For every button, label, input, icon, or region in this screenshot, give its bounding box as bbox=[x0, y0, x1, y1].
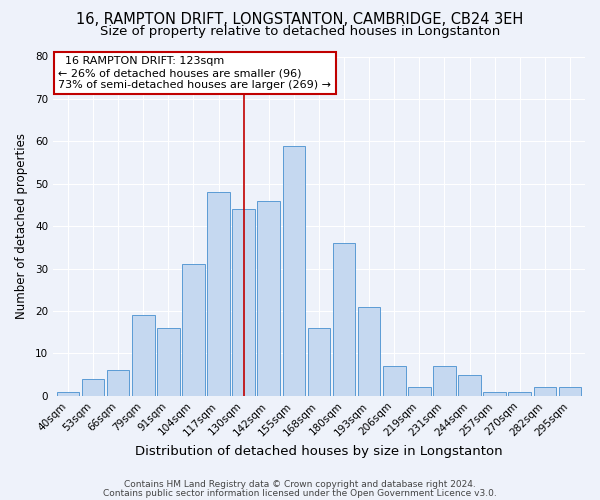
Bar bbox=[508, 392, 531, 396]
Bar bbox=[132, 315, 155, 396]
Bar bbox=[383, 366, 406, 396]
Bar bbox=[283, 146, 305, 396]
Bar bbox=[484, 392, 506, 396]
Bar bbox=[182, 264, 205, 396]
Bar bbox=[56, 392, 79, 396]
Text: 16, RAMPTON DRIFT, LONGSTANTON, CAMBRIDGE, CB24 3EH: 16, RAMPTON DRIFT, LONGSTANTON, CAMBRIDG… bbox=[76, 12, 524, 28]
Bar bbox=[358, 307, 380, 396]
Text: Contains HM Land Registry data © Crown copyright and database right 2024.: Contains HM Land Registry data © Crown c… bbox=[124, 480, 476, 489]
X-axis label: Distribution of detached houses by size in Longstanton: Distribution of detached houses by size … bbox=[135, 444, 503, 458]
Bar bbox=[333, 243, 355, 396]
Bar bbox=[458, 374, 481, 396]
Bar bbox=[207, 192, 230, 396]
Bar bbox=[408, 388, 431, 396]
Bar bbox=[533, 388, 556, 396]
Bar bbox=[433, 366, 456, 396]
Y-axis label: Number of detached properties: Number of detached properties bbox=[15, 133, 28, 319]
Bar bbox=[257, 200, 280, 396]
Bar bbox=[232, 209, 255, 396]
Text: Contains public sector information licensed under the Open Government Licence v3: Contains public sector information licen… bbox=[103, 488, 497, 498]
Text: 16 RAMPTON DRIFT: 123sqm  
← 26% of detached houses are smaller (96)
73% of semi: 16 RAMPTON DRIFT: 123sqm ← 26% of detach… bbox=[58, 56, 331, 90]
Bar bbox=[82, 379, 104, 396]
Bar bbox=[157, 328, 179, 396]
Text: Size of property relative to detached houses in Longstanton: Size of property relative to detached ho… bbox=[100, 25, 500, 38]
Bar bbox=[107, 370, 130, 396]
Bar bbox=[308, 328, 330, 396]
Bar bbox=[559, 388, 581, 396]
